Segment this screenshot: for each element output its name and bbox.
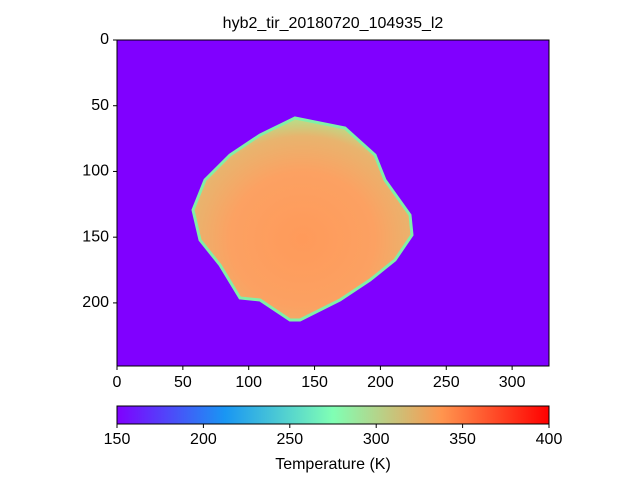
chart-title: hyb2_tir_20180720_104935_l2	[223, 15, 444, 32]
y-tick-label: 100	[82, 163, 109, 180]
x-tick-label: 300	[499, 374, 526, 391]
colorbar-tick-label: 150	[104, 431, 131, 448]
colorbar	[116, 405, 550, 425]
colorbar-tick-label: 200	[190, 431, 217, 448]
x-tick-label: 0	[113, 374, 122, 391]
asteroid	[191, 116, 414, 322]
x-tick-label: 200	[367, 374, 394, 391]
y-tick-label: 50	[91, 97, 109, 114]
x-tick-label: 250	[433, 374, 460, 391]
colorbar-tick-label: 300	[363, 431, 390, 448]
image	[117, 40, 549, 366]
y-tick-label: 0	[100, 31, 109, 48]
colorbar-tick-label: 400	[536, 431, 563, 448]
colorbar-tick-label: 250	[276, 431, 303, 448]
y-tick-label: 200	[82, 294, 109, 311]
x-tick-label: 50	[174, 374, 192, 391]
colorbar-tick-label: 350	[449, 431, 476, 448]
colorbar-label: Temperature (K)	[275, 456, 391, 473]
y-tick-label: 150	[82, 228, 109, 245]
x-tick-label: 150	[301, 374, 328, 391]
x-tick-label: 100	[235, 374, 262, 391]
axes-frame	[116, 39, 550, 367]
